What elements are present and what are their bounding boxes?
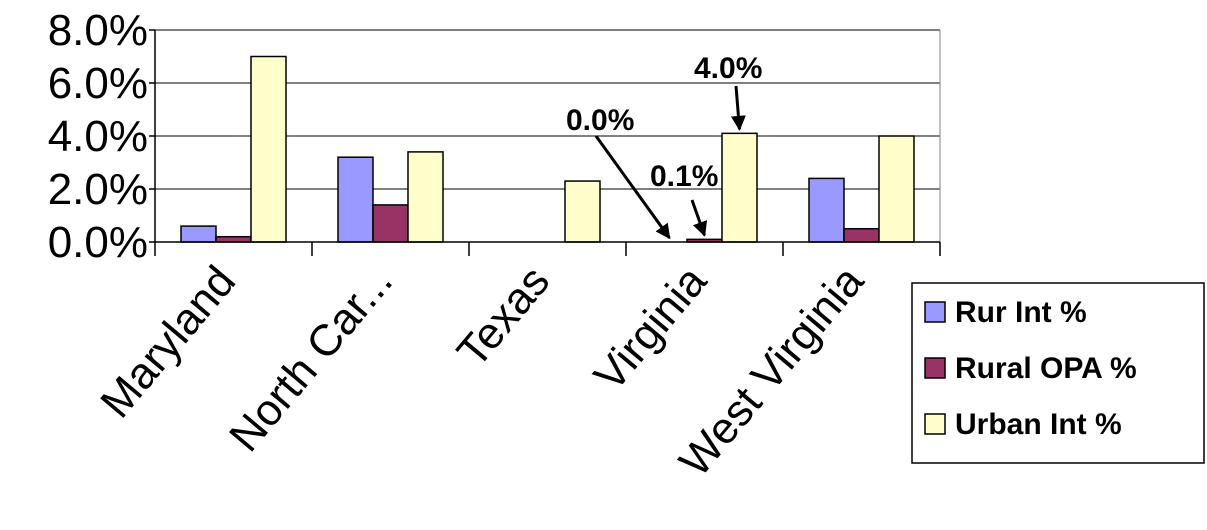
x-tick-label: Maryland bbox=[91, 257, 245, 427]
legend-swatch bbox=[924, 301, 946, 323]
x-tick-label: Virginia bbox=[585, 257, 717, 401]
axes bbox=[149, 29, 941, 256]
bar bbox=[337, 156, 374, 243]
annotation-arrow bbox=[594, 135, 671, 240]
legend-swatch bbox=[924, 413, 946, 435]
legend-label: Rural OPA % bbox=[955, 352, 1137, 385]
bars bbox=[180, 55, 915, 243]
bar bbox=[215, 235, 252, 243]
y-tick-label: 2.0% bbox=[48, 165, 148, 214]
bar bbox=[721, 132, 758, 243]
y-tick-label: 8.0% bbox=[48, 6, 148, 55]
bar bbox=[250, 55, 287, 243]
bar bbox=[878, 135, 915, 243]
y-tick-label: 6.0% bbox=[48, 59, 148, 108]
bar bbox=[808, 177, 845, 243]
bar bbox=[372, 204, 409, 243]
legend: Rur Int % Rural OPA % Urban Int % bbox=[911, 282, 1205, 464]
bar bbox=[564, 180, 601, 243]
annotation-label: 0.0% bbox=[566, 104, 634, 137]
x-tick-label: Texas bbox=[448, 257, 559, 377]
bar bbox=[843, 228, 880, 243]
annotation-label: 0.1% bbox=[650, 160, 718, 193]
y-tick-label: 4.0% bbox=[48, 112, 148, 161]
y-tick-labels: 0.0%2.0%4.0%6.0%8.0% bbox=[48, 6, 148, 267]
y-tick-label: 0.0% bbox=[48, 218, 148, 267]
annotations: 4.0% 0.0% 0.1% bbox=[566, 52, 762, 240]
x-tick-label: North Car... bbox=[220, 257, 402, 461]
legend-label: Urban Int % bbox=[955, 408, 1122, 441]
legend-swatch bbox=[924, 357, 946, 379]
legend-box bbox=[911, 282, 1205, 464]
annotation-label: 4.0% bbox=[694, 52, 762, 85]
bar bbox=[180, 225, 217, 243]
annotation-arrow bbox=[690, 199, 708, 237]
legend-label: Rur Int % bbox=[955, 296, 1087, 329]
bar bbox=[407, 151, 444, 243]
annotation-arrow bbox=[730, 85, 746, 131]
